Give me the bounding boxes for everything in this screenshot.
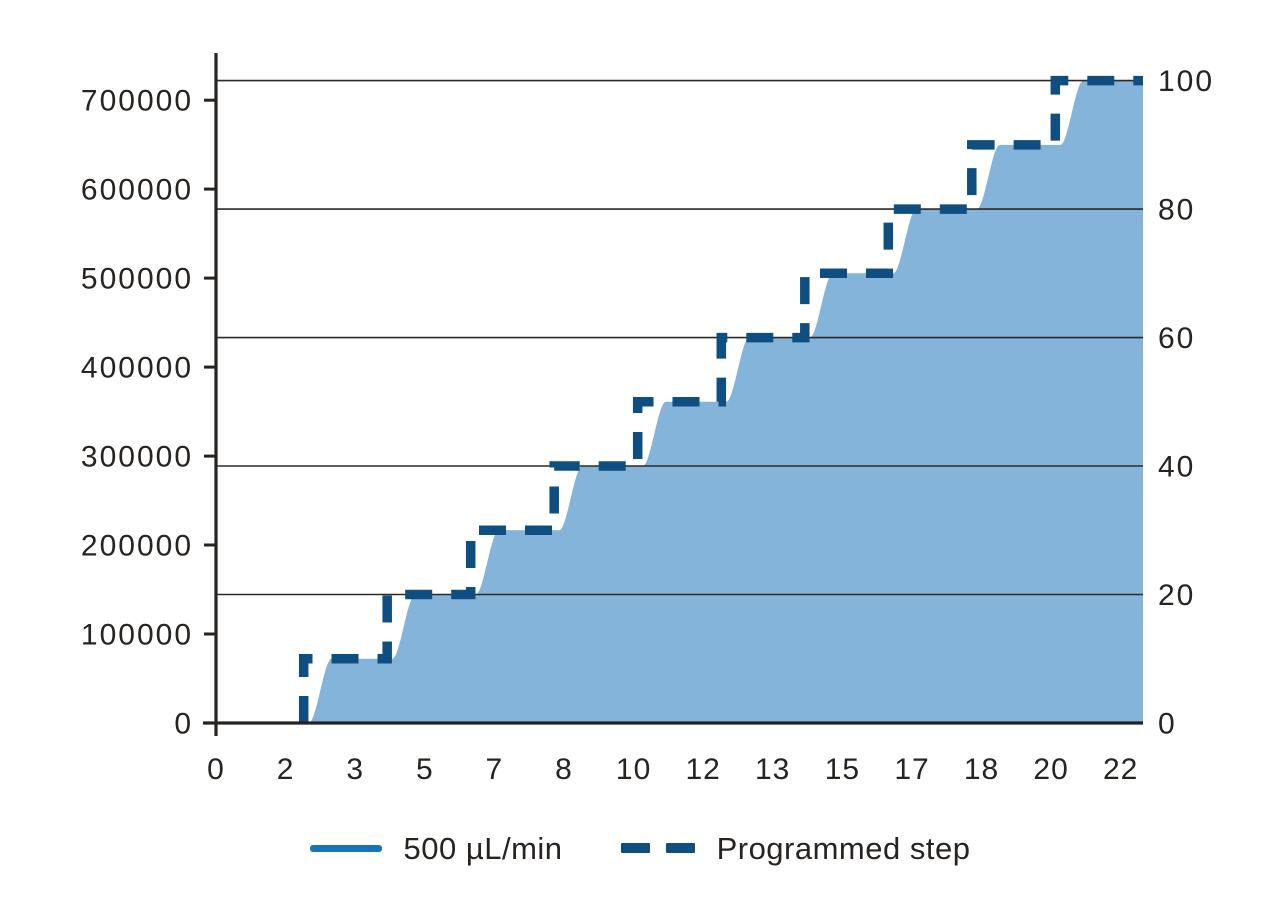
x-axis-tick-label: 12 <box>686 753 721 786</box>
programmed-step-line <box>298 75 1143 723</box>
left-axis-tick-label: 300000 <box>81 441 193 474</box>
right-axis-tick-label: 40 <box>1158 451 1195 484</box>
left-axis-tick-label: 400000 <box>81 352 193 385</box>
x-axis-tick-label: 8 <box>555 753 573 786</box>
right-axis-tick-label: 20 <box>1158 579 1195 612</box>
dashed-line-swatch <box>620 843 695 853</box>
right-axis-labels: 0 20 40 60 80 100 <box>1158 65 1214 741</box>
legend: 500 µL/min Programmed step <box>0 818 1280 878</box>
x-axis-tick-label: 10 <box>616 753 651 786</box>
legend-item-program: Programmed step <box>620 830 971 866</box>
x-axis-tick-label: 22 <box>1103 753 1138 786</box>
legend-label-program: Programmed step <box>716 830 971 866</box>
x-axis-labels: 0 2 3 5 7 8 10 12 13 15 17 18 20 22 <box>207 753 1138 786</box>
x-axis-tick-label: 20 <box>1033 753 1068 786</box>
x-axis-tick-label: 0 <box>207 753 225 786</box>
right-axis-tick-label: 0 <box>1158 708 1177 741</box>
x-axis-tick-label: 2 <box>277 753 295 786</box>
right-axis-tick-label: 60 <box>1158 322 1195 355</box>
left-axis-tick-label: 700000 <box>81 85 193 118</box>
right-axis-tick-label: 80 <box>1158 194 1195 227</box>
x-axis-tick-label: 13 <box>755 753 790 786</box>
left-axis-tick-label: 0 <box>174 708 193 741</box>
axes <box>203 53 1143 736</box>
right-axis-tick-label: 100 <box>1158 65 1214 98</box>
x-axis-tick-label: 15 <box>825 753 860 786</box>
left-axis-tick-label: 100000 <box>81 619 193 652</box>
left-axis-labels: 0 100000 200000 300000 400000 500000 600000 700… <box>81 85 216 741</box>
plot-area: 0100000200000300000400000500000600000700… <box>81 53 1214 786</box>
gridlines <box>216 79 1143 596</box>
solid-line-swatch <box>309 844 382 852</box>
left-axis-tick-label: 200000 <box>81 530 193 563</box>
x-axis-tick-label: 18 <box>964 753 999 786</box>
x-axis-tick-label: 3 <box>346 753 364 786</box>
x-axis-tick-label: 17 <box>894 753 929 786</box>
left-axis-tick-label: 500000 <box>81 263 193 296</box>
legend-label-flow: 500 µL/min <box>403 830 563 866</box>
left-axis-tick-label: 600000 <box>81 174 193 207</box>
x-axis-tick-label: 7 <box>486 753 504 786</box>
x-axis-tick-label: 5 <box>416 753 434 786</box>
legend-item-flow: 500 µL/min <box>309 830 563 866</box>
